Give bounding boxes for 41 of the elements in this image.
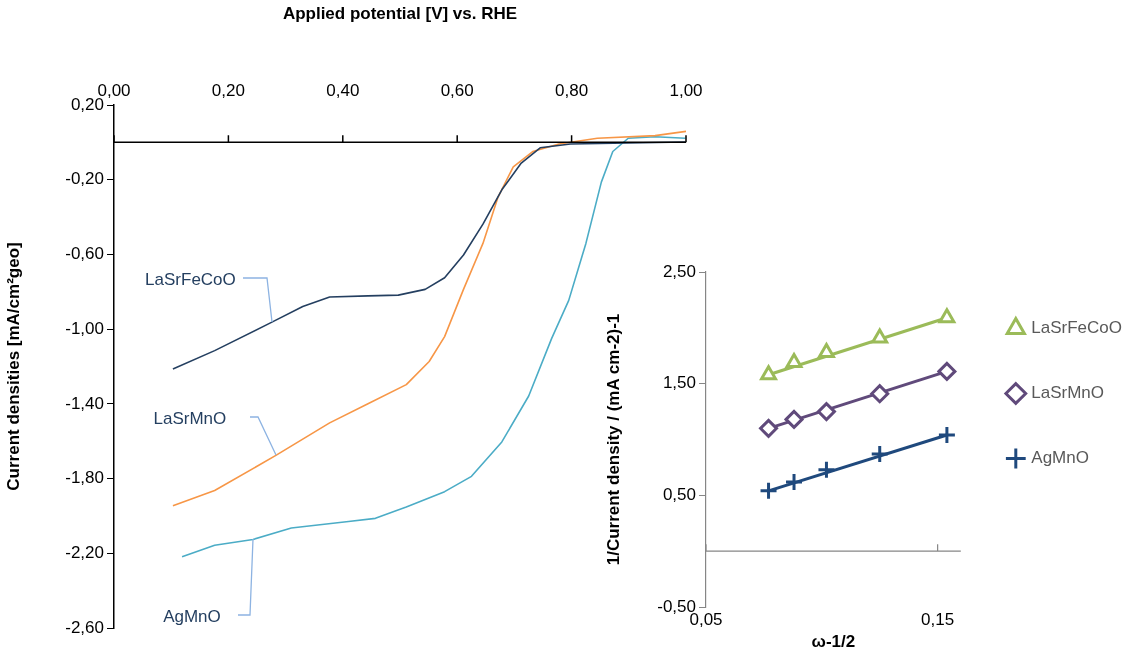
text: LaSrFeCoO bbox=[145, 269, 236, 290]
point bbox=[816, 402, 836, 422]
point bbox=[938, 308, 956, 324]
x-tick-label: 1,00 bbox=[669, 81, 703, 101]
y-axis-title: Current densities [mA/cm²geo] bbox=[3, 242, 23, 491]
y-tick-label: -1,40 bbox=[65, 393, 104, 413]
legend-label: LaSrMnO bbox=[1031, 383, 1105, 403]
y-tick-label: -1,00 bbox=[65, 318, 104, 338]
y-tick-label: 0,50 bbox=[662, 485, 696, 505]
y-axis-title: 1/Current density / (mA cm-2)-1 bbox=[603, 313, 623, 566]
y-tick-label: -1,80 bbox=[65, 468, 104, 488]
y-tick-label: -2,60 bbox=[65, 617, 104, 637]
x-tick-label: 0,15 bbox=[921, 609, 955, 629]
x-axis-title: ω-1/2 bbox=[811, 632, 856, 652]
legend-label: LaSrFeCoO bbox=[1031, 318, 1122, 338]
x-tick-label: 0,80 bbox=[555, 81, 589, 101]
y-tick-label: -0,60 bbox=[65, 244, 104, 264]
point bbox=[785, 352, 803, 368]
legend-label: AgMnO bbox=[1031, 448, 1089, 468]
point bbox=[784, 472, 804, 492]
point bbox=[871, 328, 889, 344]
y-tick-label: -2,20 bbox=[65, 542, 104, 562]
point bbox=[759, 418, 779, 438]
x-tick-label: 0,60 bbox=[440, 81, 474, 101]
point bbox=[870, 384, 890, 404]
x-tick-label: 0,40 bbox=[326, 81, 360, 101]
point bbox=[818, 342, 835, 358]
point bbox=[937, 361, 957, 381]
point bbox=[784, 409, 804, 429]
point bbox=[760, 365, 777, 381]
text: LaSrMnO bbox=[153, 409, 227, 430]
text: AgMnO bbox=[163, 607, 221, 628]
y-tick-label: 1,50 bbox=[662, 373, 696, 393]
point bbox=[816, 460, 836, 480]
point bbox=[870, 444, 890, 464]
y-tick-label: 2,50 bbox=[662, 261, 696, 281]
y-tick-label: -0,20 bbox=[65, 169, 104, 189]
point bbox=[759, 481, 779, 501]
point bbox=[937, 425, 957, 445]
x-tick-label: 0,20 bbox=[211, 81, 245, 101]
x-axis-title: Applied potential [V] vs. RHE bbox=[282, 3, 518, 23]
